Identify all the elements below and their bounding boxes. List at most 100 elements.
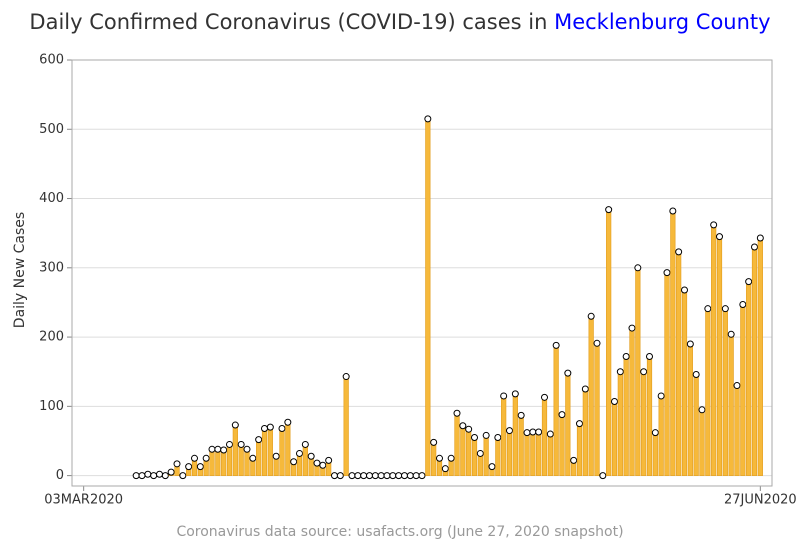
point-marker: [517, 411, 525, 419]
point-marker: [202, 454, 210, 462]
footnote: Coronavirus data source: usafacts.org (J…: [176, 524, 623, 540]
point-marker: [150, 472, 158, 480]
point-marker: [255, 436, 263, 444]
bar: [582, 388, 588, 476]
bar: [553, 345, 559, 476]
bar: [623, 356, 629, 476]
bar: [454, 412, 460, 476]
bar: [681, 289, 688, 476]
point-marker: [663, 269, 671, 277]
point-marker: [436, 454, 443, 462]
bar: [501, 395, 507, 476]
point-marker: [296, 449, 303, 457]
y-tick-label: 200: [39, 330, 64, 345]
point-marker: [301, 440, 309, 448]
point-marker: [173, 460, 181, 468]
bar: [530, 431, 536, 476]
bar: [343, 376, 349, 476]
y-tick-label: 400: [39, 191, 64, 206]
point-marker: [430, 438, 438, 446]
point-marker: [360, 472, 368, 480]
point-marker: [657, 392, 665, 400]
point-marker: [669, 207, 677, 215]
bar: [687, 343, 693, 476]
point-marker: [418, 472, 426, 480]
point-marker: [651, 429, 659, 437]
bar: [495, 437, 501, 476]
bar: [466, 428, 472, 476]
point-marker: [231, 421, 239, 429]
point-marker: [336, 472, 344, 480]
point-marker: [156, 470, 163, 478]
point-marker: [406, 472, 414, 480]
point-marker: [342, 373, 350, 381]
bar: [565, 372, 571, 476]
bar: [483, 435, 489, 476]
point-marker: [226, 440, 233, 448]
y-axis-label: Daily New Cases: [12, 212, 28, 328]
point-marker: [471, 434, 478, 442]
point-marker: [686, 340, 694, 348]
bar: [559, 414, 565, 476]
point-marker: [570, 456, 578, 464]
bar: [757, 237, 763, 476]
point-marker: [261, 425, 268, 433]
bar: [641, 371, 647, 476]
bar: [728, 334, 734, 476]
y-tick-label: 300: [39, 260, 64, 275]
point-marker: [290, 458, 298, 466]
y-tick-label: 0: [56, 468, 64, 483]
bar: [221, 449, 227, 476]
point-marker: [716, 233, 723, 241]
point-marker: [564, 369, 572, 377]
bar: [722, 308, 728, 476]
point-marker: [354, 472, 362, 480]
point-marker: [138, 472, 146, 480]
bar: [209, 448, 215, 476]
point-marker: [424, 115, 432, 123]
point-marker: [681, 286, 688, 294]
bar: [705, 308, 711, 476]
bar: [617, 371, 623, 476]
bar: [734, 385, 740, 476]
point-marker: [692, 370, 700, 378]
bar: [547, 433, 553, 476]
point-marker: [167, 468, 175, 476]
bar: [536, 431, 542, 476]
plot-frame: [71, 59, 773, 487]
point-marker: [488, 463, 496, 471]
bar: [588, 315, 594, 476]
point-marker: [523, 429, 531, 437]
point-marker: [243, 445, 251, 453]
bar: [576, 423, 583, 476]
point-marker: [266, 423, 274, 431]
point-marker: [272, 452, 280, 460]
bar: [611, 401, 618, 476]
point-marker: [453, 409, 461, 417]
point-marker: [622, 352, 630, 360]
point-marker: [646, 352, 653, 360]
point-marker: [494, 434, 502, 442]
point-marker: [185, 463, 193, 471]
bar: [646, 356, 653, 476]
point-marker: [541, 393, 548, 401]
bar: [746, 281, 752, 476]
point-marker: [558, 411, 566, 419]
bar: [711, 224, 717, 476]
point-marker: [698, 406, 706, 414]
bar: [658, 395, 664, 476]
bar: [676, 251, 682, 476]
point-marker: [500, 392, 508, 400]
bar: [594, 343, 600, 476]
point-marker: [751, 243, 758, 251]
point-marker: [284, 418, 292, 426]
point-marker: [506, 427, 513, 435]
bar: [261, 428, 268, 476]
point-marker: [704, 305, 712, 313]
bar: [460, 425, 466, 476]
point-marker: [313, 459, 321, 467]
point-marker: [389, 472, 397, 480]
point-marker: [249, 454, 257, 462]
point-marker: [756, 234, 764, 242]
point-marker: [196, 463, 204, 471]
